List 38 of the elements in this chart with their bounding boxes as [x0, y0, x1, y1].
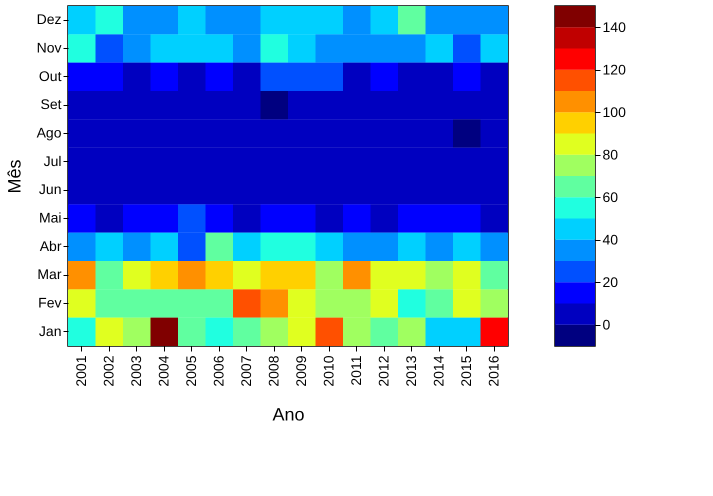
- y-tick-label: Mai: [38, 210, 62, 226]
- y-tick-label: Abr: [40, 238, 62, 254]
- y-axis-title: Mês: [4, 159, 25, 194]
- y-tick-label: Ago: [36, 124, 62, 140]
- y-tick-label: Out: [38, 68, 62, 84]
- y-tick-label: Fev: [38, 294, 62, 310]
- x-tick-label: 2015: [458, 355, 474, 387]
- color-bar-label: 80: [602, 146, 618, 162]
- x-tick-label: 2003: [128, 355, 144, 387]
- x-tick-label: 2009: [292, 355, 309, 387]
- color-bar-label: 20: [602, 274, 618, 290]
- x-tick-label: 2006: [210, 355, 226, 387]
- color-bar-label: 0: [602, 316, 610, 332]
- y-tick-label: Jul: [44, 152, 62, 169]
- x-axis-title: Ano: [272, 404, 305, 425]
- color-bar-label: 120: [602, 61, 626, 78]
- x-tick-label: 2008: [265, 355, 282, 387]
- x-tick-label: 2013: [402, 355, 419, 387]
- y-tick-label: Dez: [36, 11, 62, 28]
- color-bar-label: 60: [602, 188, 618, 205]
- x-tick-label: 2011: [348, 355, 364, 386]
- y-tick-label: Set: [40, 96, 62, 112]
- color-bar-label: 40: [602, 231, 618, 248]
- x-tick-label: 2001: [72, 355, 89, 387]
- x-tick-label: 2012: [375, 355, 392, 387]
- color-bar-label: 140: [602, 18, 626, 35]
- color-bar-label: 100: [602, 104, 626, 120]
- x-tick-label: 2002: [100, 355, 116, 387]
- x-tick-label: 2004: [155, 355, 172, 387]
- y-tick-label: Nov: [36, 40, 62, 56]
- y-tick-label: Jan: [38, 322, 62, 339]
- x-tick-label: 2007: [238, 355, 254, 387]
- x-tick-label: 2005: [182, 355, 199, 387]
- x-tick-label: 2016: [485, 355, 502, 387]
- y-tick-label: Jun: [38, 181, 62, 198]
- x-tick-label: 2014: [430, 355, 446, 387]
- y-tick-label: Mar: [37, 266, 62, 282]
- x-tick-label: 2010: [320, 355, 336, 387]
